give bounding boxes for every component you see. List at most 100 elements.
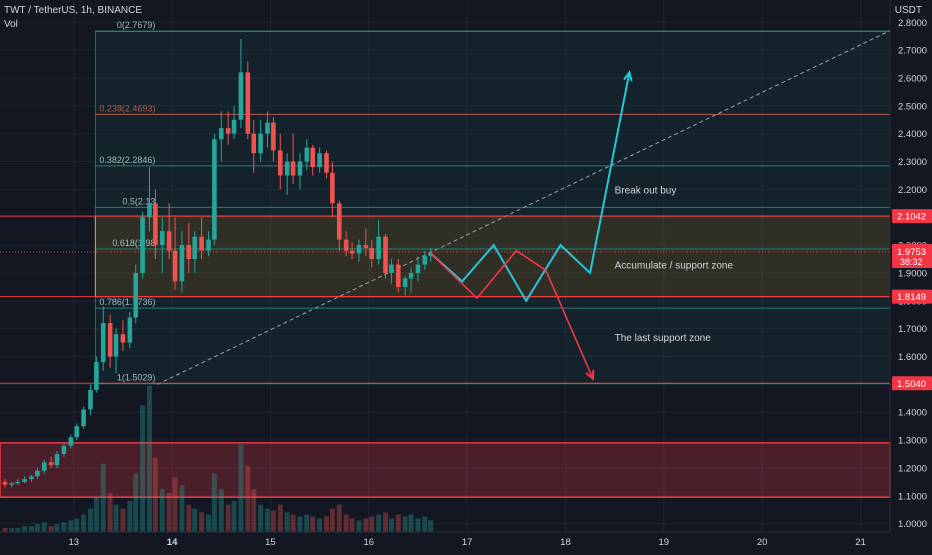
candle-body	[238, 72, 244, 120]
candle-body	[218, 128, 224, 140]
volume-bar	[415, 518, 421, 532]
volume-bar	[146, 385, 152, 532]
candle-body	[389, 264, 394, 273]
candle-body	[22, 479, 27, 482]
candle-body	[343, 239, 349, 251]
candle-body	[304, 147, 310, 162]
volume-bar	[317, 518, 323, 532]
candle-body	[48, 462, 54, 466]
volume-bar	[22, 526, 28, 532]
candle-body	[376, 236, 381, 260]
price-tick-label: 1.3000	[898, 436, 927, 447]
time-tick-label: 17	[462, 537, 473, 548]
volume-bar	[383, 512, 389, 532]
volume-bar	[408, 514, 414, 532]
candle-body	[199, 236, 204, 251]
price-tick-label: 2.4000	[898, 129, 927, 140]
price-tick-label: 2.2000	[898, 185, 927, 196]
candle-body	[120, 334, 126, 343]
price-level-tag-label: 1.8149	[897, 292, 926, 303]
candle-body	[15, 481, 21, 484]
volume-bar	[127, 500, 133, 532]
candle-body	[212, 139, 217, 240]
candle-body	[317, 153, 322, 168]
price-tick-label: 1.6000	[898, 352, 927, 363]
volume-bar	[270, 510, 276, 532]
volume-bar	[395, 514, 401, 532]
volume-bar	[211, 473, 217, 532]
candle-body	[245, 72, 251, 134]
volume-bar	[2, 528, 8, 532]
price-tick-label: 2.5000	[898, 101, 927, 112]
volume-bar	[304, 514, 310, 532]
candle-body	[166, 231, 172, 251]
volume-bar	[199, 512, 205, 532]
fib-level-label: 0.382(2.2846)	[99, 155, 155, 165]
candle-body	[100, 323, 106, 363]
volume-bar	[277, 504, 283, 532]
candle-body	[9, 483, 15, 485]
volume-bar	[402, 516, 408, 532]
candle-body	[408, 272, 414, 279]
volume-bar	[107, 493, 113, 532]
candle-body	[225, 128, 231, 134]
price-tick-label: 1.9000	[898, 268, 927, 279]
price-level-tag-label: 1.5040	[897, 379, 926, 390]
candle-body	[81, 409, 86, 427]
volume-bar	[93, 496, 99, 532]
volume-bar	[68, 520, 74, 532]
volume-bar	[323, 516, 329, 532]
volume-bar	[264, 508, 270, 532]
price-tick-label: 2.8000	[898, 18, 927, 29]
volume-bar	[428, 520, 434, 532]
candle-body	[395, 264, 401, 287]
volume-bar	[28, 526, 34, 532]
price-level-tag	[892, 209, 932, 224]
volume-bar	[218, 489, 224, 532]
candle-body	[422, 256, 428, 265]
candle-body	[140, 217, 145, 273]
candle-body	[107, 323, 113, 357]
candle-body	[2, 481, 8, 485]
candle-body	[61, 445, 67, 455]
lower-support-zone	[0, 442, 891, 498]
fib-level-label: 1(1.5029)	[117, 373, 156, 383]
volume-bar	[74, 518, 80, 532]
price-tick-label: 1.0000	[898, 519, 927, 530]
volume-bar	[225, 504, 231, 532]
fib-level-label: 0(2.7679)	[117, 20, 156, 30]
candle-body	[284, 161, 290, 176]
candle-body	[369, 247, 375, 260]
volume-bar	[343, 514, 349, 532]
volume-bar	[238, 444, 244, 532]
candle-body	[356, 245, 362, 254]
volume-bar	[369, 516, 375, 532]
time-tick-label: 13	[68, 537, 79, 548]
symbol-title: TWT / TetherUS, 1h, BINANCE	[4, 5, 143, 16]
volume-bar	[284, 512, 290, 532]
candle-body	[88, 389, 93, 410]
volume-bar	[15, 528, 21, 532]
fib-level-label: 0.618(1.98	[112, 238, 155, 248]
volume-bar	[41, 522, 47, 532]
price-tick-label: 1.2000	[898, 463, 927, 474]
current-price-tag	[892, 243, 932, 268]
volume-bar	[363, 518, 369, 532]
candle-body	[363, 245, 369, 248]
candle-body	[271, 122, 276, 151]
candle-body	[172, 250, 178, 282]
candle-body	[277, 150, 283, 176]
volume-bar	[81, 514, 87, 532]
projection-path-down	[430, 249, 594, 380]
chart-annotation: Accumulate / support zone	[615, 261, 734, 272]
trend-line	[157, 30, 891, 385]
volume-bar	[245, 465, 251, 532]
current-price-label: 1.9753	[897, 247, 926, 258]
volume-bar	[258, 504, 264, 532]
price-tick-label: 1.4000	[898, 408, 927, 419]
volume-bar	[9, 528, 15, 532]
candle-body	[330, 172, 335, 204]
